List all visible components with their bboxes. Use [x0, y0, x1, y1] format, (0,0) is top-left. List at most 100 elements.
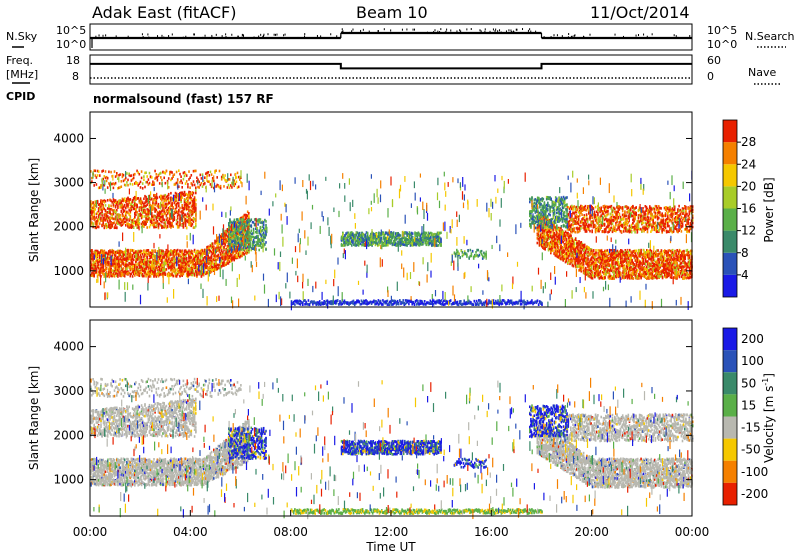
scatter-cell	[194, 184, 196, 187]
scatter-cell	[209, 174, 211, 177]
scatter-cell	[181, 186, 183, 189]
station-title: Adak East (fitACF)	[92, 3, 236, 22]
scatter-cell	[231, 186, 233, 189]
scatter-cell	[139, 223, 141, 226]
scatter-cell	[137, 197, 139, 200]
noise-spike	[510, 29, 511, 31]
scatter-cell	[124, 275, 126, 278]
scatter-cell	[139, 274, 141, 277]
scatter-cell	[140, 186, 142, 189]
scatter-cell	[221, 246, 223, 249]
scatter-cell	[108, 206, 110, 209]
noise-spike	[568, 33, 569, 35]
scatter-cell	[211, 173, 213, 176]
scatter-cell	[179, 207, 181, 210]
noise-spike	[275, 37, 276, 39]
scatter-cell	[251, 238, 253, 241]
noise-sky-label: N.Sky	[6, 30, 38, 43]
scatter-cell	[198, 181, 200, 184]
noise-spike	[528, 30, 529, 32]
noise-spike	[168, 35, 169, 37]
noise-spike	[274, 34, 275, 36]
noise-spike	[128, 36, 129, 38]
noise-spike	[439, 31, 440, 33]
noise-spike	[263, 34, 264, 36]
scatter-cell	[106, 267, 108, 270]
noise-panel: N.Sky 10^5 10^0 10^5 10^0 N.Search	[6, 24, 795, 51]
scatter-cell	[105, 204, 107, 207]
scatter-cell	[160, 176, 162, 179]
scatter-cell	[183, 178, 185, 181]
noise-spike	[237, 36, 238, 38]
scatter-cell	[191, 174, 193, 177]
noise-spike	[304, 35, 305, 37]
scatter-cell	[257, 235, 259, 238]
scatter-cell	[172, 225, 174, 228]
scatter-cell	[260, 226, 262, 229]
freq-tick-top: 18	[66, 54, 80, 67]
noise-spike	[433, 32, 434, 34]
scatter-cell	[181, 196, 183, 199]
scatter-cell	[189, 202, 191, 205]
scatter-cell	[117, 273, 119, 276]
scatter-cell	[102, 205, 104, 208]
scatter-cell	[165, 221, 167, 224]
scatter-cell	[240, 248, 242, 251]
scatter-cell	[119, 173, 121, 176]
noise-spike	[557, 34, 558, 36]
noise-spike	[99, 34, 100, 36]
scatter-cell	[227, 238, 229, 241]
scatter-cell	[228, 229, 230, 232]
scatter-cell	[116, 227, 118, 230]
scatter-cell	[128, 201, 130, 204]
scatter-cell	[194, 249, 196, 252]
scatter-cell	[251, 229, 253, 232]
noise-spike	[583, 36, 584, 38]
nave-tick-top: 60	[707, 54, 721, 67]
scatter-cell	[224, 174, 226, 177]
scatter-cell	[153, 218, 155, 221]
scatter-cell	[246, 239, 248, 242]
scatter-cell	[200, 257, 202, 260]
noise-spike	[254, 36, 255, 38]
scatter-cell	[114, 221, 116, 224]
scatter-cell	[230, 174, 232, 177]
scatter-cell	[228, 184, 230, 187]
scatter-cell	[133, 249, 135, 252]
scatter-cell	[213, 248, 215, 251]
noise-spike	[568, 36, 569, 38]
scatter-cell	[125, 184, 127, 187]
scatter-cell	[229, 225, 231, 228]
cpid-text: normalsound (fast) 157 RF	[93, 92, 274, 106]
scatter-cell	[151, 212, 153, 215]
scatter-cell	[237, 237, 239, 240]
scatter-cell	[153, 182, 155, 185]
noise-spike	[414, 29, 415, 31]
cpid-label: CPID	[6, 90, 35, 103]
scatter-cell	[165, 182, 167, 185]
scatter-cell	[192, 250, 194, 253]
scatter-cell	[237, 172, 239, 175]
scatter-cell	[219, 249, 221, 252]
noise-spike	[446, 29, 447, 31]
noise-spike	[205, 35, 206, 37]
noise-spike	[529, 28, 530, 30]
scatter-cell	[189, 186, 191, 189]
noise-spike	[689, 35, 690, 37]
scatter-cell	[191, 256, 193, 259]
scatter-cell	[127, 184, 129, 187]
noise-spike	[647, 36, 648, 38]
noise-spike	[202, 37, 203, 39]
scatter-cell	[132, 255, 134, 258]
scatter-cell	[151, 198, 153, 201]
scatter-cell	[135, 208, 137, 211]
scatter-cell	[142, 215, 144, 218]
noise-spike	[456, 30, 457, 32]
scatter-cell	[130, 215, 132, 218]
scatter-cell	[256, 229, 258, 232]
noise-spike	[437, 31, 438, 33]
noise-spike	[499, 29, 500, 31]
noise-spike	[674, 34, 675, 36]
scatter-cell	[154, 249, 156, 252]
scatter-cell	[167, 225, 169, 228]
